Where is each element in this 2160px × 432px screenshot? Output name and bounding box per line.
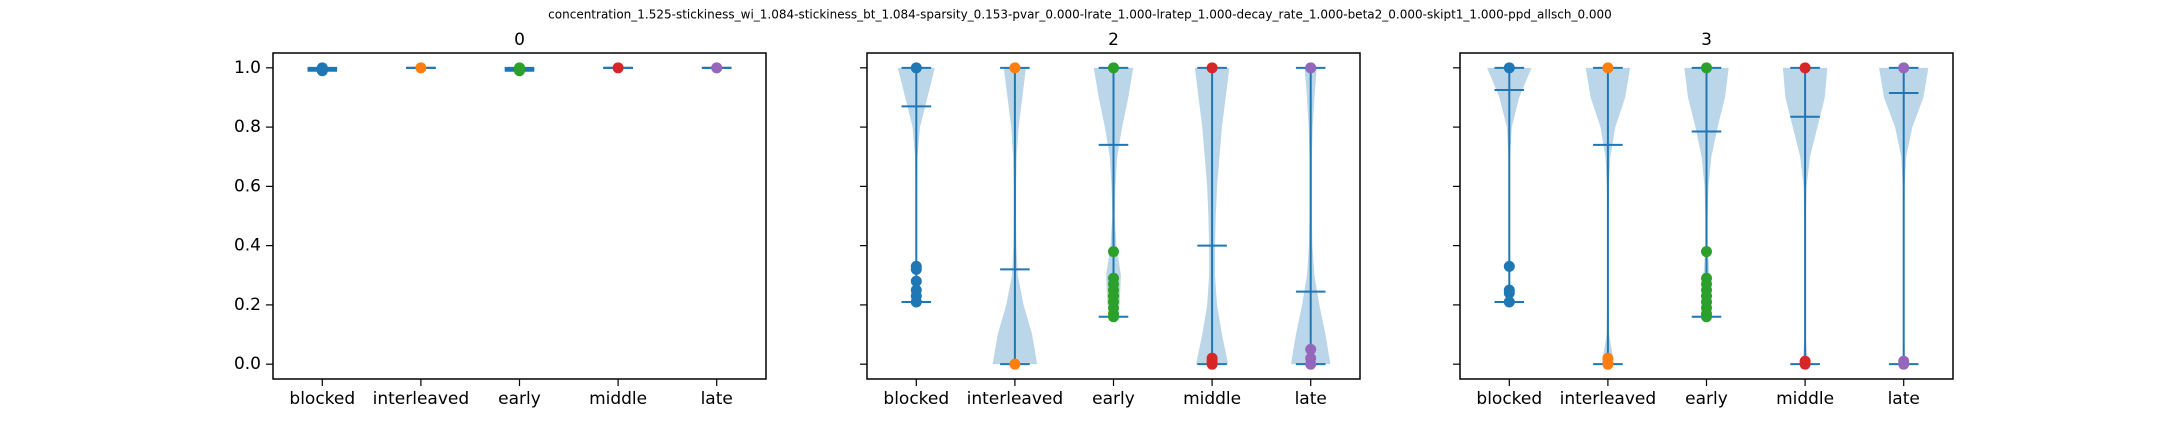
x-tick-label: blocked: [289, 389, 355, 409]
x-tick-label: interleaved: [373, 389, 470, 409]
plot-frame: [272, 52, 767, 380]
data-point: [1108, 246, 1119, 258]
data-point: [1206, 62, 1218, 74]
x-tick-label: early: [498, 389, 541, 409]
data-point: [910, 296, 922, 308]
x-tick-label: interleaved: [967, 389, 1064, 409]
panel-title: 2: [1108, 30, 1119, 50]
x-tick-label: interleaved: [1560, 389, 1657, 409]
panel-title: 3: [1701, 30, 1712, 50]
data-point: [1602, 358, 1614, 370]
data-point: [910, 62, 922, 74]
plot-frame: [1459, 52, 1954, 380]
x-tick-label: middle: [589, 389, 647, 409]
y-tick-label: 0.0: [234, 354, 261, 374]
data-point: [910, 275, 922, 287]
x-tick-label: middle: [1183, 389, 1241, 409]
y-tick-label: 0.6: [234, 176, 261, 196]
figure-title: concentration_1.525-stickiness_wi_1.084-…: [548, 8, 1612, 22]
data-point: [1305, 358, 1317, 370]
data-point: [1503, 296, 1515, 308]
data-point: [1206, 358, 1218, 370]
data-point: [514, 65, 525, 77]
data-point: [1503, 62, 1515, 74]
x-tick-label: early: [1685, 389, 1728, 409]
data-point: [1503, 260, 1515, 272]
data-point: [1602, 62, 1614, 74]
data-point: [1503, 287, 1515, 299]
data-point: [1799, 62, 1811, 74]
data-point: [1305, 62, 1317, 74]
x-tick-label: late: [1888, 389, 1920, 409]
x-tick-label: middle: [1776, 389, 1834, 409]
data-point: [1009, 358, 1021, 370]
panel-title: 0: [514, 30, 525, 50]
x-tick-label: blocked: [883, 389, 949, 409]
data-point: [1701, 246, 1712, 258]
y-tick-label: 0.2: [234, 295, 261, 315]
x-tick-label: early: [1092, 389, 1135, 409]
data-point: [1701, 311, 1712, 323]
data-point: [1799, 358, 1811, 370]
plot-frame: [866, 52, 1361, 380]
data-point: [1009, 62, 1021, 74]
data-point: [711, 62, 723, 74]
x-tick-label: late: [701, 389, 733, 409]
y-tick-label: 0.4: [234, 236, 261, 256]
data-point: [1108, 311, 1119, 323]
data-point: [1701, 62, 1712, 74]
data-point: [910, 263, 922, 275]
data-point: [415, 62, 427, 74]
data-point: [1898, 62, 1910, 74]
x-tick-label: blocked: [1476, 389, 1542, 409]
data-point: [1898, 358, 1910, 370]
x-tick-label: late: [1295, 389, 1327, 409]
y-tick-label: 1.0: [234, 58, 261, 78]
data-point: [316, 65, 328, 77]
data-point: [1108, 62, 1119, 74]
data-point: [1305, 343, 1317, 355]
data-point: [612, 62, 624, 74]
y-tick-label: 0.8: [234, 117, 261, 137]
